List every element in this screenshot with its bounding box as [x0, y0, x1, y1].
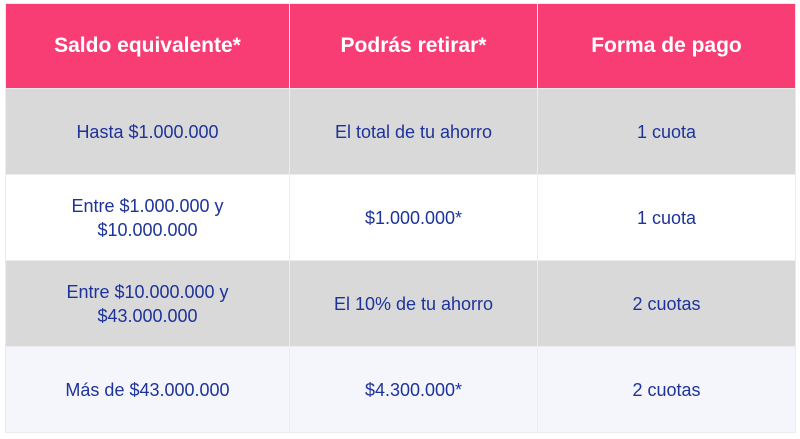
cell-saldo: Entre $10.000.000 y $43.000.000 — [5, 260, 290, 347]
table-row: Hasta $1.000.000 El total de tu ahorro 1… — [5, 88, 796, 175]
header-row: Saldo equivalente* Podrás retirar* Forma… — [5, 3, 796, 89]
header-saldo: Saldo equivalente* — [5, 3, 290, 89]
table-row: Entre $10.000.000 y $43.000.000 El 10% d… — [5, 260, 796, 347]
table-row: Más de $43.000.000 $4.300.000* 2 cuotas — [5, 346, 796, 433]
header-retirar: Podrás retirar* — [289, 3, 538, 89]
table-row: Entre $1.000.000 y $10.000.000 $1.000.00… — [5, 174, 796, 261]
cell-forma-pago: 1 cuota — [537, 88, 796, 175]
cell-retirar: El 10% de tu ahorro — [289, 260, 538, 347]
cell-forma-pago: 1 cuota — [537, 174, 796, 261]
cell-forma-pago: 2 cuotas — [537, 260, 796, 347]
withdrawal-table: Saldo equivalente* Podrás retirar* Forma… — [5, 3, 796, 433]
cell-retirar: $1.000.000* — [289, 174, 538, 261]
cell-forma-pago: 2 cuotas — [537, 346, 796, 433]
cell-text: Entre $1.000.000 y $10.000.000 — [71, 195, 224, 240]
cell-text: Entre $10.000.000 y $43.000.000 — [66, 281, 229, 326]
cell-retirar: El total de tu ahorro — [289, 88, 538, 175]
cell-saldo: Hasta $1.000.000 — [5, 88, 290, 175]
cell-saldo: Entre $1.000.000 y $10.000.000 — [5, 174, 290, 261]
cell-retirar: $4.300.000* — [289, 346, 538, 433]
cell-saldo: Más de $43.000.000 — [5, 346, 290, 433]
header-forma-pago: Forma de pago — [537, 3, 796, 89]
